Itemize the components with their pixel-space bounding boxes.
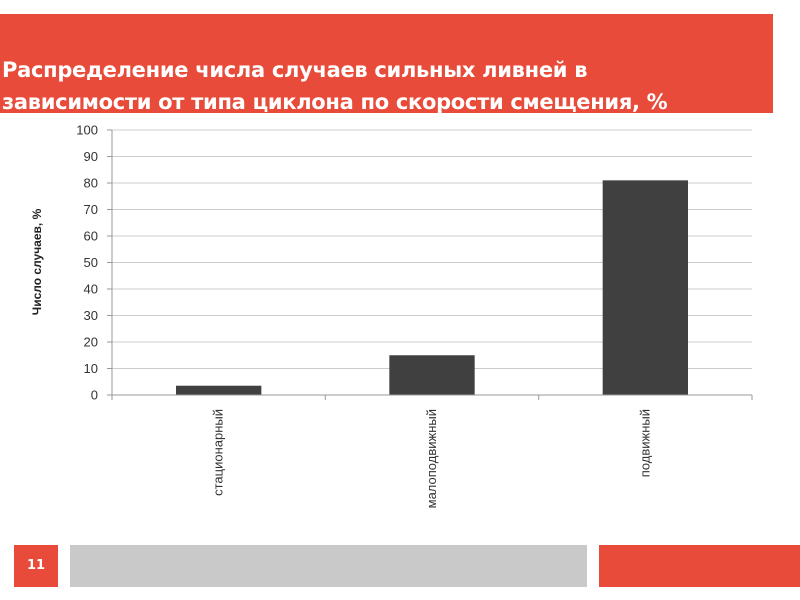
page-number: 11 — [26, 558, 46, 573]
y-tick-label: 40 — [84, 282, 98, 297]
x-tick-labels: стационарный малоподвижный подвижный — [211, 409, 653, 508]
x-tick-label: малоподвижный — [424, 409, 439, 508]
slide-title-line-2: зависимости от типа циклона по скорости … — [2, 90, 668, 114]
y-tick-label: 10 — [84, 361, 98, 376]
y-tick-label: 60 — [84, 229, 98, 244]
y-tick-label: 50 — [84, 255, 98, 270]
page-number-box: 11 — [14, 545, 58, 587]
title-banner — [0, 14, 773, 113]
y-tick-label: 80 — [84, 176, 98, 191]
footer-bar — [70, 545, 587, 587]
y-tick-label: 0 — [91, 388, 98, 403]
bar-2 — [389, 355, 475, 395]
y-axis-label: Число случаев, % — [30, 208, 44, 315]
bar-1 — [176, 385, 262, 395]
bar-3 — [602, 180, 688, 395]
axes — [107, 129, 753, 400]
y-tick-labels: 0 10 20 30 40 50 60 70 80 90 100 — [76, 123, 98, 403]
footer-accent-bar — [599, 545, 800, 587]
y-tick-label: 90 — [84, 149, 98, 164]
y-tick-label: 70 — [84, 202, 98, 217]
x-tick-label: стационарный — [211, 409, 226, 496]
slide-title: Распределение числа случаев сильных ливн… — [2, 54, 772, 118]
y-tick-label: 100 — [76, 123, 98, 138]
y-tick-label: 30 — [84, 308, 98, 323]
bars — [176, 180, 688, 395]
x-tick-label: подвижный — [637, 409, 652, 477]
y-tick-label: 20 — [84, 335, 98, 350]
slide-title-line-1: Распределение числа случаев сильных ливн… — [2, 58, 588, 82]
